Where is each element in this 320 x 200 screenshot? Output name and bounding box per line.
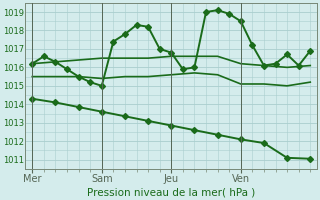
X-axis label: Pression niveau de la mer( hPa ): Pression niveau de la mer( hPa ) [87, 187, 255, 197]
